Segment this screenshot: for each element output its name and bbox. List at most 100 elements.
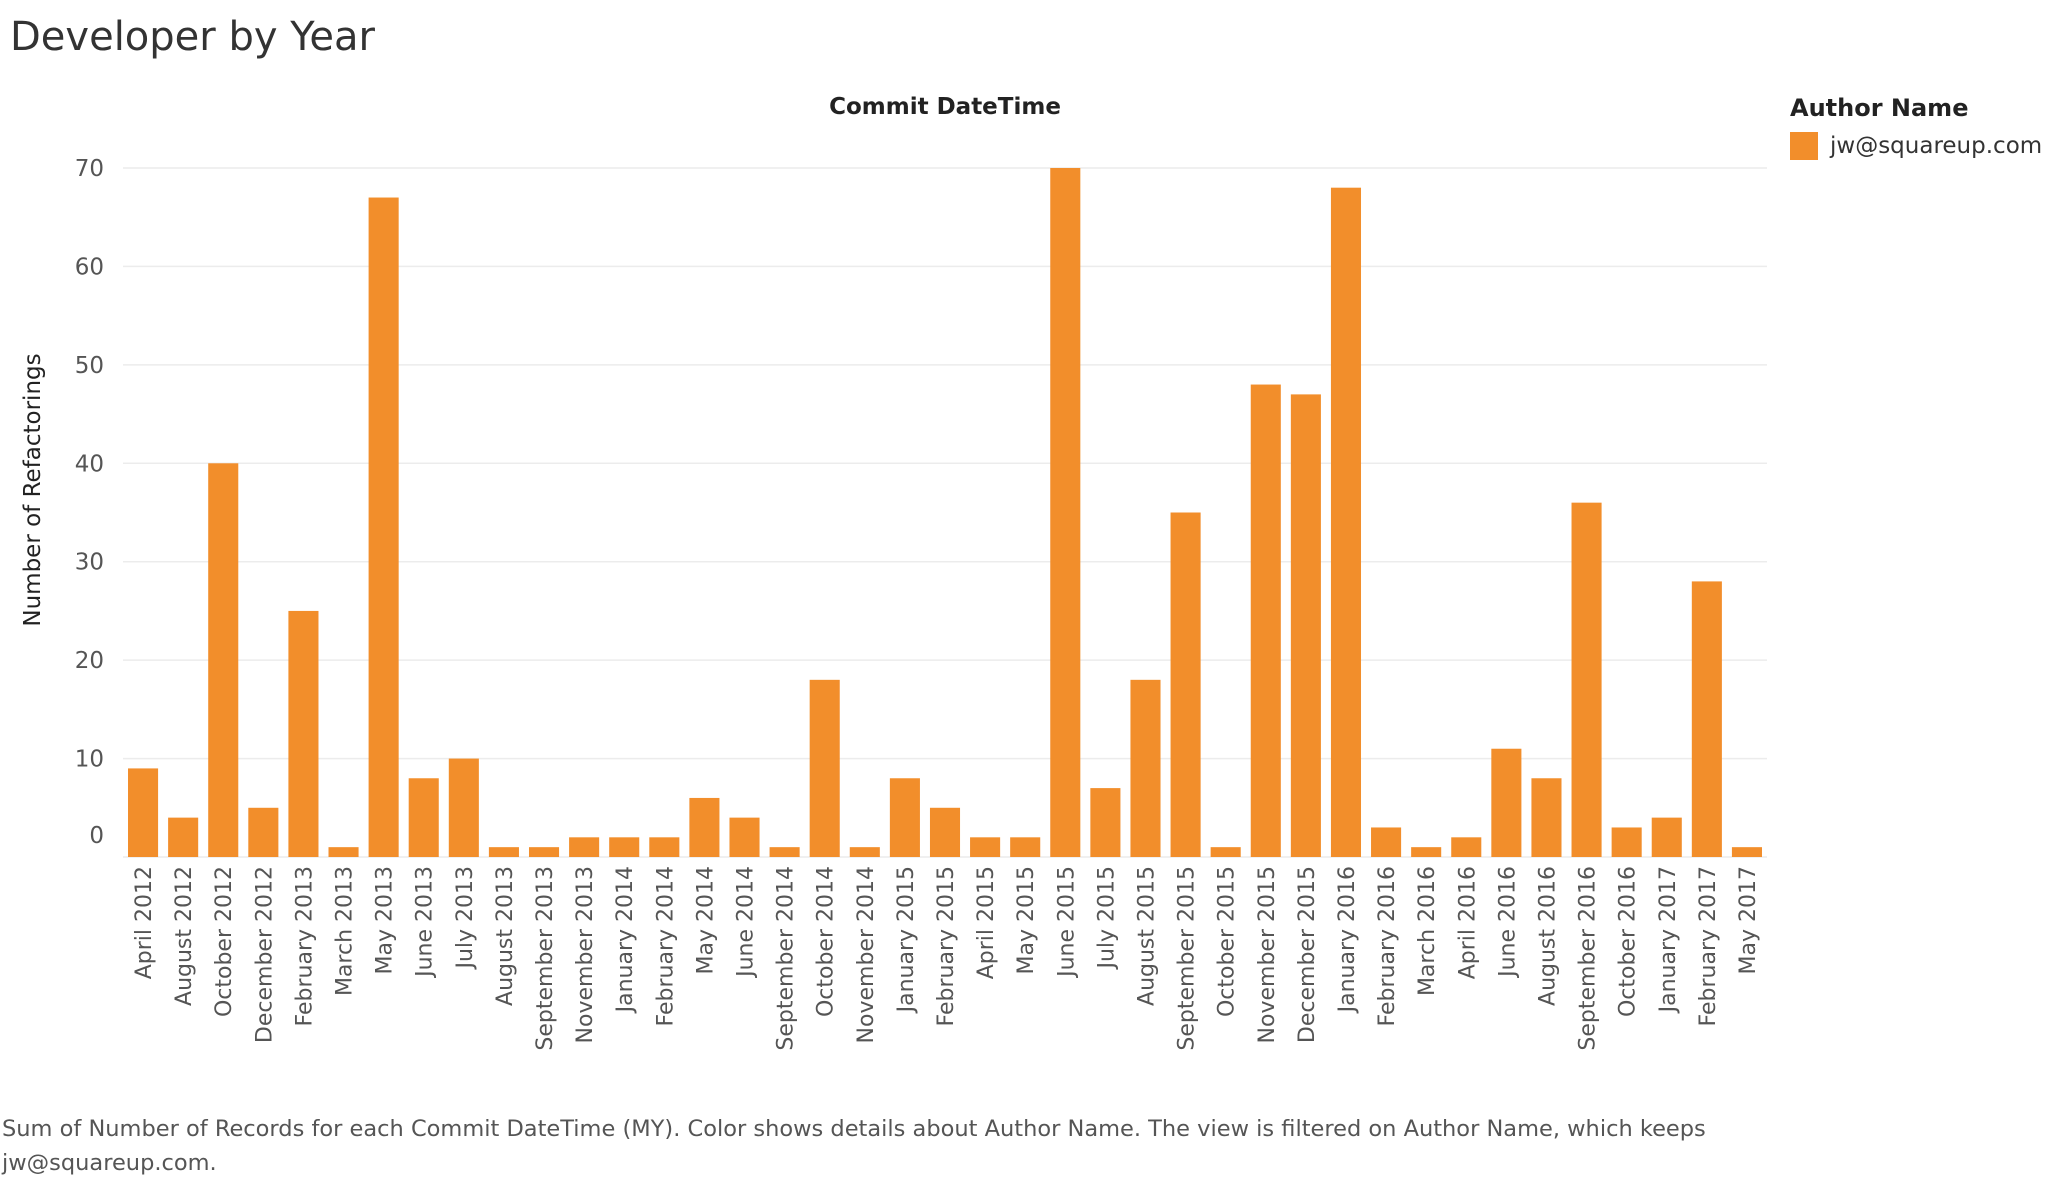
bar bbox=[1090, 788, 1121, 857]
x-tick-label: January 2014 bbox=[613, 866, 638, 1014]
legend-label: jw@squareup.com bbox=[1830, 133, 2043, 159]
bar bbox=[1571, 502, 1602, 857]
bar bbox=[769, 847, 800, 857]
x-tick-label: October 2015 bbox=[1215, 866, 1240, 1017]
bar bbox=[408, 778, 439, 857]
bar bbox=[168, 817, 199, 857]
x-tick-label: May 2013 bbox=[373, 866, 398, 974]
x-tick-label: January 2017 bbox=[1656, 866, 1681, 1014]
chart-caption: Sum of Number of Records for each Commit… bbox=[2, 1116, 1706, 1176]
bar bbox=[809, 679, 840, 857]
legend-swatch bbox=[1790, 132, 1818, 160]
bar bbox=[528, 847, 560, 857]
legend: Author Name jw@squareup.com bbox=[1790, 94, 2042, 160]
x-tick-label: October 2014 bbox=[814, 866, 839, 1017]
bar bbox=[849, 847, 880, 857]
bar bbox=[609, 837, 640, 857]
bar bbox=[1691, 581, 1722, 857]
x-tick-label: January 2015 bbox=[894, 866, 919, 1014]
bar bbox=[208, 463, 239, 857]
x-tick-label: December 2015 bbox=[1295, 866, 1320, 1043]
bar bbox=[1330, 187, 1362, 857]
bar bbox=[1531, 778, 1562, 857]
x-tick-label: January 2016 bbox=[1335, 866, 1360, 1014]
x-tick-label: July 2015 bbox=[1094, 866, 1119, 971]
x-tick-label: May 2017 bbox=[1736, 866, 1761, 974]
bar bbox=[328, 847, 359, 857]
y-axis-title: Number of Refactorings bbox=[20, 353, 46, 626]
bar bbox=[689, 797, 720, 857]
x-tick-label: June 2014 bbox=[734, 866, 759, 979]
bar bbox=[448, 758, 479, 857]
y-tick-label: 50 bbox=[75, 353, 104, 379]
x-tick-label: September 2016 bbox=[1576, 866, 1601, 1051]
x-tick-label: February 2013 bbox=[292, 866, 317, 1026]
x-tick-label: August 2016 bbox=[1535, 866, 1560, 1006]
bar bbox=[970, 837, 1001, 857]
bar bbox=[569, 837, 600, 857]
x-tick-label: April 2015 bbox=[974, 866, 999, 979]
x-tick-label: November 2014 bbox=[854, 866, 879, 1043]
x-tick-label: August 2012 bbox=[172, 866, 197, 1006]
bar bbox=[1491, 748, 1522, 857]
bar bbox=[1130, 679, 1161, 857]
y-tick-label: 60 bbox=[75, 254, 104, 280]
bar bbox=[1250, 384, 1281, 857]
x-tick-label: September 2014 bbox=[774, 866, 799, 1051]
x-tick-label: September 2015 bbox=[1175, 866, 1200, 1051]
bar bbox=[1451, 837, 1482, 857]
y-tick-label: 10 bbox=[75, 747, 104, 773]
bar bbox=[1210, 847, 1241, 857]
x-tick-label: August 2013 bbox=[493, 866, 518, 1006]
x-tick-label: October 2016 bbox=[1616, 866, 1641, 1017]
column-header: Commit DateTime bbox=[829, 94, 1061, 120]
x-tick-label: November 2015 bbox=[1255, 866, 1280, 1043]
y-tick-label: 20 bbox=[75, 648, 104, 674]
bar bbox=[1290, 394, 1321, 857]
bar bbox=[1651, 817, 1682, 857]
bar bbox=[128, 768, 159, 857]
bar bbox=[488, 847, 519, 857]
legend-item[interactable]: jw@squareup.com bbox=[1790, 132, 2042, 160]
bar bbox=[889, 778, 920, 857]
x-tick-label: July 2013 bbox=[453, 866, 478, 971]
x-tick-label: May 2014 bbox=[693, 866, 718, 974]
x-tick-label: March 2013 bbox=[333, 866, 358, 996]
bar bbox=[1411, 847, 1442, 857]
x-tick-label: November 2013 bbox=[573, 866, 598, 1043]
x-tick-label: February 2015 bbox=[934, 866, 959, 1026]
bar bbox=[1731, 847, 1762, 857]
bar bbox=[1611, 827, 1642, 857]
x-tick-label: June 2015 bbox=[1054, 866, 1079, 979]
bar-chart: 0 10 20 30 40 50 60 70 Number of Refactorings Apr… bbox=[20, 156, 1767, 1051]
bar bbox=[288, 610, 319, 857]
y-tick-label: 30 bbox=[75, 550, 104, 576]
x-tick-label: October 2012 bbox=[212, 866, 237, 1017]
x-tick-label: June 2013 bbox=[413, 866, 438, 979]
x-tick-label: December 2012 bbox=[252, 866, 277, 1043]
x-tick-label: June 2016 bbox=[1495, 866, 1520, 979]
bar bbox=[729, 817, 760, 857]
y-tick-label: 70 bbox=[75, 156, 104, 182]
x-tick-label: April 2016 bbox=[1455, 866, 1480, 979]
bar bbox=[1050, 168, 1081, 857]
x-tick-label: February 2016 bbox=[1375, 866, 1400, 1026]
x-tick-label: February 2017 bbox=[1696, 866, 1721, 1026]
x-tick-label: April 2012 bbox=[132, 866, 157, 979]
bar bbox=[1170, 512, 1201, 857]
x-tick-label: March 2016 bbox=[1415, 866, 1440, 996]
bar bbox=[929, 807, 961, 857]
x-tick-label: August 2015 bbox=[1134, 866, 1159, 1006]
x-tick-label: February 2014 bbox=[653, 866, 678, 1026]
x-tick-label: September 2013 bbox=[533, 866, 558, 1051]
y-tick-label: 40 bbox=[75, 451, 104, 477]
bar bbox=[1371, 827, 1402, 857]
bar bbox=[248, 807, 279, 857]
y-tick-label: 0 bbox=[89, 823, 104, 849]
x-tick-label: May 2015 bbox=[1014, 866, 1039, 974]
bar bbox=[649, 837, 680, 857]
page-title: Developer by Year bbox=[10, 14, 375, 60]
legend-title: Author Name bbox=[1790, 94, 1969, 122]
bar bbox=[368, 197, 399, 857]
bar bbox=[1010, 837, 1041, 857]
